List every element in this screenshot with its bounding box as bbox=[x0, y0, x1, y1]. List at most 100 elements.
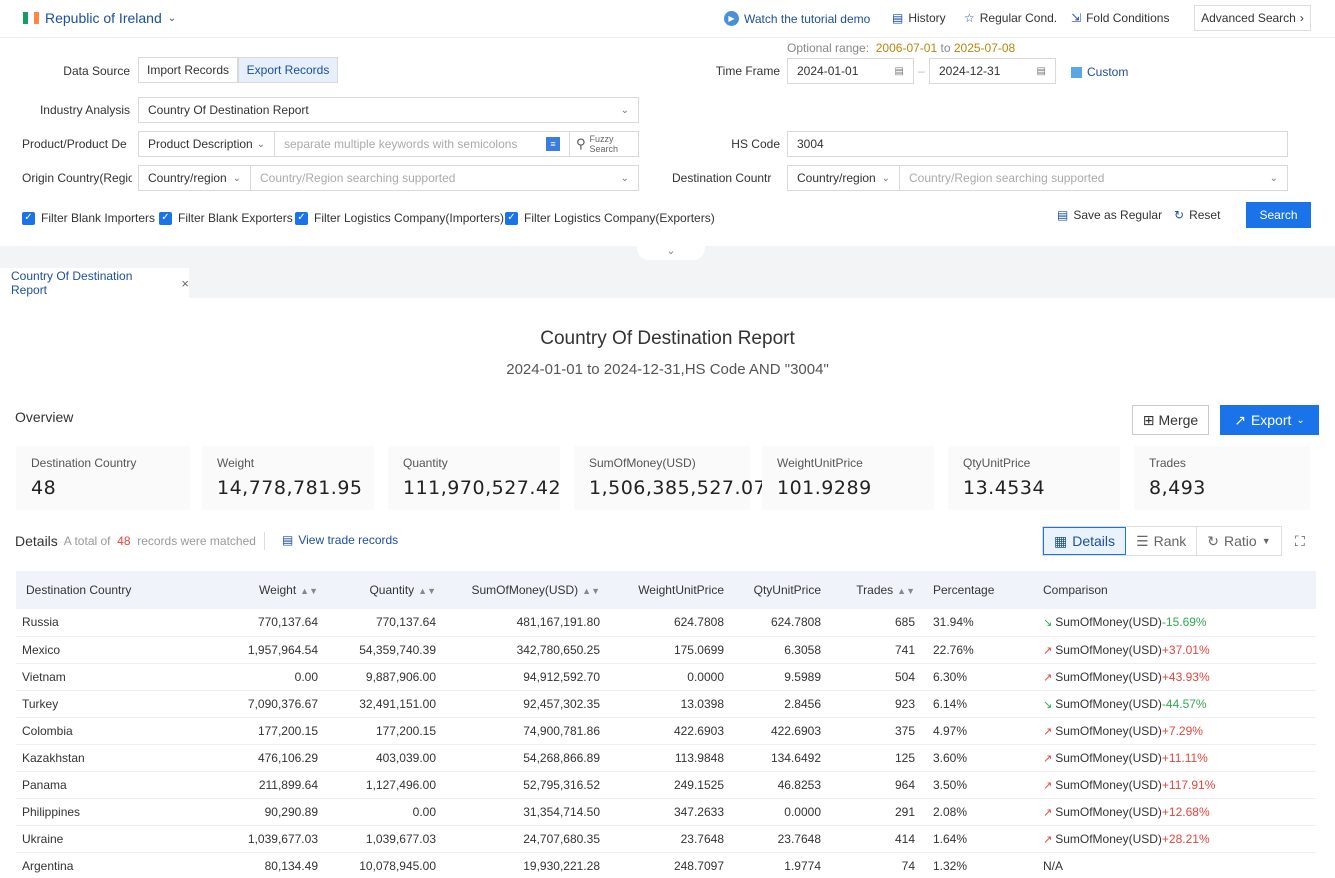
overview-title: Overview bbox=[15, 409, 74, 425]
cell-country: Turkey bbox=[16, 690, 146, 718]
merge-button[interactable]: ⊞ Merge bbox=[1132, 405, 1209, 435]
save-icon: ▤ bbox=[1057, 208, 1069, 222]
stat-label: Weight bbox=[217, 456, 255, 470]
sort-icon[interactable]: ▲▼ bbox=[418, 586, 436, 596]
regular-cond-label: Regular Cond. bbox=[979, 11, 1058, 25]
cell-percentage: 31.94% bbox=[921, 609, 1031, 637]
col-qty-unit-price: QtyUnitPrice bbox=[730, 571, 827, 609]
cell-country: Ukraine bbox=[16, 825, 146, 853]
keyword-list-icon[interactable]: ≡ bbox=[546, 137, 560, 151]
import-records-tab[interactable]: Import Records bbox=[138, 57, 238, 83]
product-type-select[interactable]: Product Description ⌄ bbox=[138, 131, 275, 157]
col-trades[interactable]: Trades ▲▼ bbox=[827, 571, 921, 609]
dest-placeholder: Country/Region searching supported bbox=[909, 171, 1105, 185]
cell-percentage: 4.97% bbox=[921, 717, 1031, 745]
ratio-icon: ↻ bbox=[1207, 532, 1220, 549]
fuzzy-search-label: Fuzzy Search bbox=[589, 134, 619, 154]
dest-type-select[interactable]: Country/region ⌄ bbox=[787, 165, 900, 191]
cell-weight-unit-price: 624.7808 bbox=[606, 609, 730, 637]
filter-label: Filter Blank Importers bbox=[41, 211, 156, 225]
cell-comparison: ↗ SumOfMoney(USD)+43.93% bbox=[1031, 663, 1316, 691]
comparison-label: SumOfMoney(USD) bbox=[1055, 642, 1162, 657]
country-selector[interactable]: Republic of Ireland ⌄ bbox=[23, 10, 176, 26]
filter-label: Filter Blank Exporters bbox=[178, 211, 293, 225]
details-view-button[interactable]: ▦ Details bbox=[1043, 527, 1127, 555]
tutorial-link[interactable]: ▶ Watch the tutorial demo bbox=[724, 11, 870, 26]
sort-icon[interactable]: ▲▼ bbox=[582, 586, 600, 596]
comparison-label: SumOfMoney(USD) bbox=[1055, 696, 1162, 711]
stat-label: QtyUnitPrice bbox=[963, 456, 1031, 470]
hs-code-input[interactable]: 3004 bbox=[787, 131, 1288, 157]
toggle-label: Ratio bbox=[1224, 533, 1257, 549]
country-name: Republic of Ireland bbox=[45, 10, 162, 26]
industry-select[interactable]: Country Of Destination Report ⌄ bbox=[138, 97, 639, 123]
cell-weight-unit-price: 113.9848 bbox=[606, 744, 730, 772]
ratio-view-button[interactable]: ↻ Ratio ▼ bbox=[1197, 527, 1280, 555]
fold-icon: ⇲ bbox=[1071, 11, 1082, 25]
trend-up-icon: ↗ bbox=[1043, 752, 1053, 765]
date-to-input[interactable]: 2024-12-31 ▤ bbox=[929, 58, 1056, 84]
col-comparison: Comparison bbox=[1031, 571, 1316, 609]
comparison-value: +37.01% bbox=[1161, 642, 1210, 657]
toggle-label: Details bbox=[1072, 533, 1116, 549]
product-keyword-input[interactable]: separate multiple keywords with semicolo… bbox=[274, 131, 570, 157]
records-icon: ▤ bbox=[282, 533, 294, 547]
cell-trades: 504 bbox=[827, 663, 921, 691]
filter-blank-importers[interactable]: ✓ Filter Blank Importers bbox=[22, 211, 155, 225]
fullscreen-icon[interactable]: ⛶ bbox=[1295, 533, 1305, 549]
reset-button[interactable]: ↻ Reset bbox=[1174, 208, 1220, 222]
cell-money: 94,912,592.70 bbox=[442, 663, 606, 691]
view-trade-records-link[interactable]: ▤ View trade records bbox=[282, 533, 398, 547]
history-link[interactable]: ▤ History bbox=[892, 11, 946, 25]
cell-money: 481,167,191.80 bbox=[442, 609, 606, 637]
chevron-down-icon: ⌄ bbox=[620, 172, 629, 184]
cell-weight: 1,039,677.03 bbox=[146, 825, 324, 853]
rank-view-button[interactable]: ☰ Rank bbox=[1126, 527, 1198, 555]
filter-logistics-exporters[interactable]: ✓ Filter Logistics Company(Exporters) bbox=[505, 211, 715, 225]
cell-weight-unit-price: 13.0398 bbox=[606, 690, 730, 718]
trend-up-icon: ↗ bbox=[1043, 644, 1053, 657]
top-bar: Republic of Ireland ⌄ ▶ Watch the tutori… bbox=[0, 0, 1335, 38]
cell-quantity: 770,137.64 bbox=[324, 609, 442, 637]
sort-icon[interactable]: ▲▼ bbox=[897, 586, 915, 596]
tab-country-of-destination-report[interactable]: Country Of Destination Report × bbox=[0, 268, 189, 298]
origin-country-input[interactable]: Country/Region searching supported ⌄ bbox=[250, 165, 639, 191]
cell-percentage: 6.14% bbox=[921, 690, 1031, 718]
export-records-tab[interactable]: Export Records bbox=[238, 57, 338, 83]
stat-card-quantity: Quantity 111,970,527.42 bbox=[388, 446, 561, 510]
save-regular-button[interactable]: ▤ Save as Regular bbox=[1057, 208, 1162, 222]
dest-country-input[interactable]: Country/Region searching supported ⌄ bbox=[899, 165, 1288, 191]
col-sum-of-money[interactable]: SumOfMoney(USD) ▲▼ bbox=[442, 571, 606, 609]
cell-quantity: 1,039,677.03 bbox=[324, 825, 442, 853]
table-row: Turkey 7,090,376.67 32,491,151.00 92,457,30… bbox=[16, 690, 1316, 718]
cell-qty-unit-price: 23.7648 bbox=[730, 825, 827, 853]
date-dash: – bbox=[918, 64, 925, 78]
filter-label: Filter Logistics Company(Importers) bbox=[314, 211, 505, 225]
search-button[interactable]: Search bbox=[1246, 202, 1311, 228]
cell-trades: 74 bbox=[827, 852, 921, 878]
cell-comparison: ↗ SumOfMoney(USD)+12.68% bbox=[1031, 798, 1316, 826]
close-icon[interactable]: × bbox=[181, 275, 189, 291]
col-weight[interactable]: Weight ▲▼ bbox=[146, 571, 324, 609]
origin-label: Origin Country(Regio bbox=[22, 171, 132, 185]
fold-conditions-link[interactable]: ⇲ Fold Conditions bbox=[1071, 11, 1169, 25]
cell-qty-unit-price: 422.6903 bbox=[730, 717, 827, 745]
filter-logistics-importers[interactable]: ✓ Filter Logistics Company(Importers) bbox=[295, 211, 504, 225]
fuzzy-search-toggle[interactable]: ⚲ Fuzzy Search bbox=[569, 131, 639, 157]
comparison-label: SumOfMoney(USD) bbox=[1055, 669, 1162, 684]
sort-icon[interactable]: ▲▼ bbox=[300, 586, 318, 596]
export-button[interactable]: ↗ Export ⌄ bbox=[1220, 405, 1319, 435]
chevron-right-icon: › bbox=[1299, 11, 1304, 25]
custom-toggle[interactable]: Custom bbox=[1071, 65, 1128, 79]
collapse-toggle-icon[interactable]: ⌄ bbox=[637, 242, 705, 260]
comparison-value: +28.21% bbox=[1161, 831, 1210, 846]
filter-blank-exporters[interactable]: ✓ Filter Blank Exporters bbox=[159, 211, 293, 225]
advanced-search-button[interactable]: Advanced Search › bbox=[1194, 5, 1311, 31]
table-row: Philippines 90,290.89 0.00 31,354,714.50 347… bbox=[16, 798, 1316, 826]
data-source-label: Data Source bbox=[63, 64, 130, 78]
col-quantity[interactable]: Quantity ▲▼ bbox=[324, 571, 442, 609]
regular-cond-link[interactable]: ☆ Regular Cond. bbox=[964, 11, 1057, 25]
origin-type-select[interactable]: Country/region ⌄ bbox=[138, 165, 251, 191]
product-label: Product/Product De bbox=[22, 137, 127, 151]
date-from-input[interactable]: 2024-01-01 ▤ bbox=[787, 58, 914, 84]
